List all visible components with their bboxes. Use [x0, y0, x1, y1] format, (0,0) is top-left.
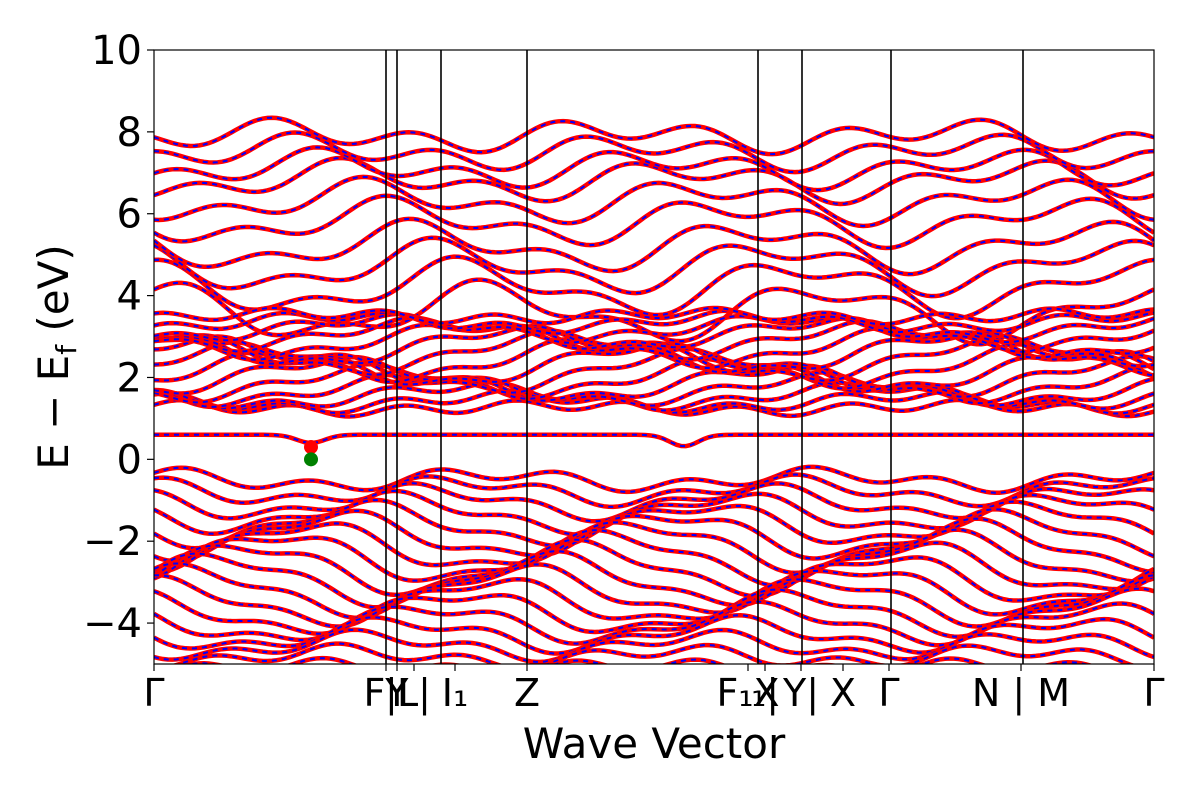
bands-group — [154, 115, 1154, 664]
y-tick-label: 0 — [117, 437, 142, 483]
x-tick-label: Y| — [782, 671, 819, 716]
y-tick-label: −4 — [83, 601, 142, 647]
x-tick-label: ₁| — [751, 671, 779, 716]
band-line — [154, 235, 1154, 299]
band-overlay-line — [154, 194, 1154, 250]
band-overlay-line — [154, 236, 1154, 298]
band-overlay-line — [154, 371, 1154, 408]
y-axis: −4 −2 0 2 4 6 8 10 — [83, 28, 154, 647]
x-tick-label: Γ — [143, 671, 164, 715]
plot-frame — [153, 49, 1155, 665]
markers-group — [304, 440, 318, 467]
band-overlay-line — [154, 517, 1154, 574]
x-tick-label: Z — [514, 671, 540, 715]
band-overlay-line — [154, 255, 1154, 320]
band-overlay-line — [154, 381, 1154, 412]
y-axis-label-main: E − E — [29, 355, 78, 470]
x-tick-label: N | M — [972, 671, 1070, 716]
band-line — [154, 115, 1154, 157]
band-line — [154, 216, 1154, 277]
band-overlay-line — [154, 482, 1154, 523]
y-tick-label: 2 — [117, 355, 142, 401]
y-tick-label: 8 — [117, 110, 142, 156]
band-line — [154, 130, 1154, 175]
band-overlay-line — [154, 363, 1154, 405]
band-overlay-line — [154, 175, 1154, 227]
x-tick-label: L| — [397, 671, 431, 716]
band-marker — [304, 440, 318, 455]
band-line — [154, 527, 1154, 588]
band-overlay-line — [154, 628, 1154, 663]
y-tick-label: 10 — [91, 28, 142, 74]
band-overlay-line — [154, 473, 1154, 508]
band-overlay-line — [154, 433, 1154, 448]
y-axis-label-sub: f — [50, 344, 83, 355]
band-line — [154, 145, 1154, 193]
band-overlay-line — [176, 642, 1132, 664]
band-overlay-line — [154, 538, 1154, 598]
band-overlay-line — [154, 550, 1154, 609]
band-overlay-line — [154, 325, 1154, 369]
band-overlay-line — [154, 157, 1154, 205]
band-overlay-line — [154, 313, 1154, 344]
x-tick-label: X — [830, 671, 856, 715]
band-overlay-line — [154, 320, 1154, 361]
x-tick-label: F₁X — [716, 671, 779, 715]
band-overlay-line — [154, 465, 1154, 494]
kpoint-lines — [385, 50, 1024, 664]
band-overlay-line — [154, 508, 1154, 563]
x-tick-label: FY — [363, 671, 409, 715]
y-tick-label: 4 — [117, 274, 142, 320]
x-axis-label: Wave Vector — [523, 719, 786, 768]
band-overlay-line — [154, 587, 1154, 638]
band-marker — [304, 452, 318, 467]
band-overlay-line — [186, 657, 1089, 664]
band-overlay-line — [154, 316, 1154, 353]
band-line — [154, 561, 1154, 621]
x-tick-label: I₁ — [442, 671, 468, 715]
y-axis-label: E − Ef (eV) — [29, 244, 83, 470]
x-tick-label: Γ — [878, 671, 899, 715]
band-line — [154, 305, 1154, 327]
x-tick-label: Γ — [1143, 671, 1164, 715]
x-tick-label: |I — [385, 671, 409, 716]
y-axis-label-tail: (eV) — [29, 244, 78, 345]
y-tick-label: 6 — [117, 192, 142, 238]
band-overlay-line — [154, 562, 1154, 619]
y-tick-label: −2 — [83, 519, 142, 565]
